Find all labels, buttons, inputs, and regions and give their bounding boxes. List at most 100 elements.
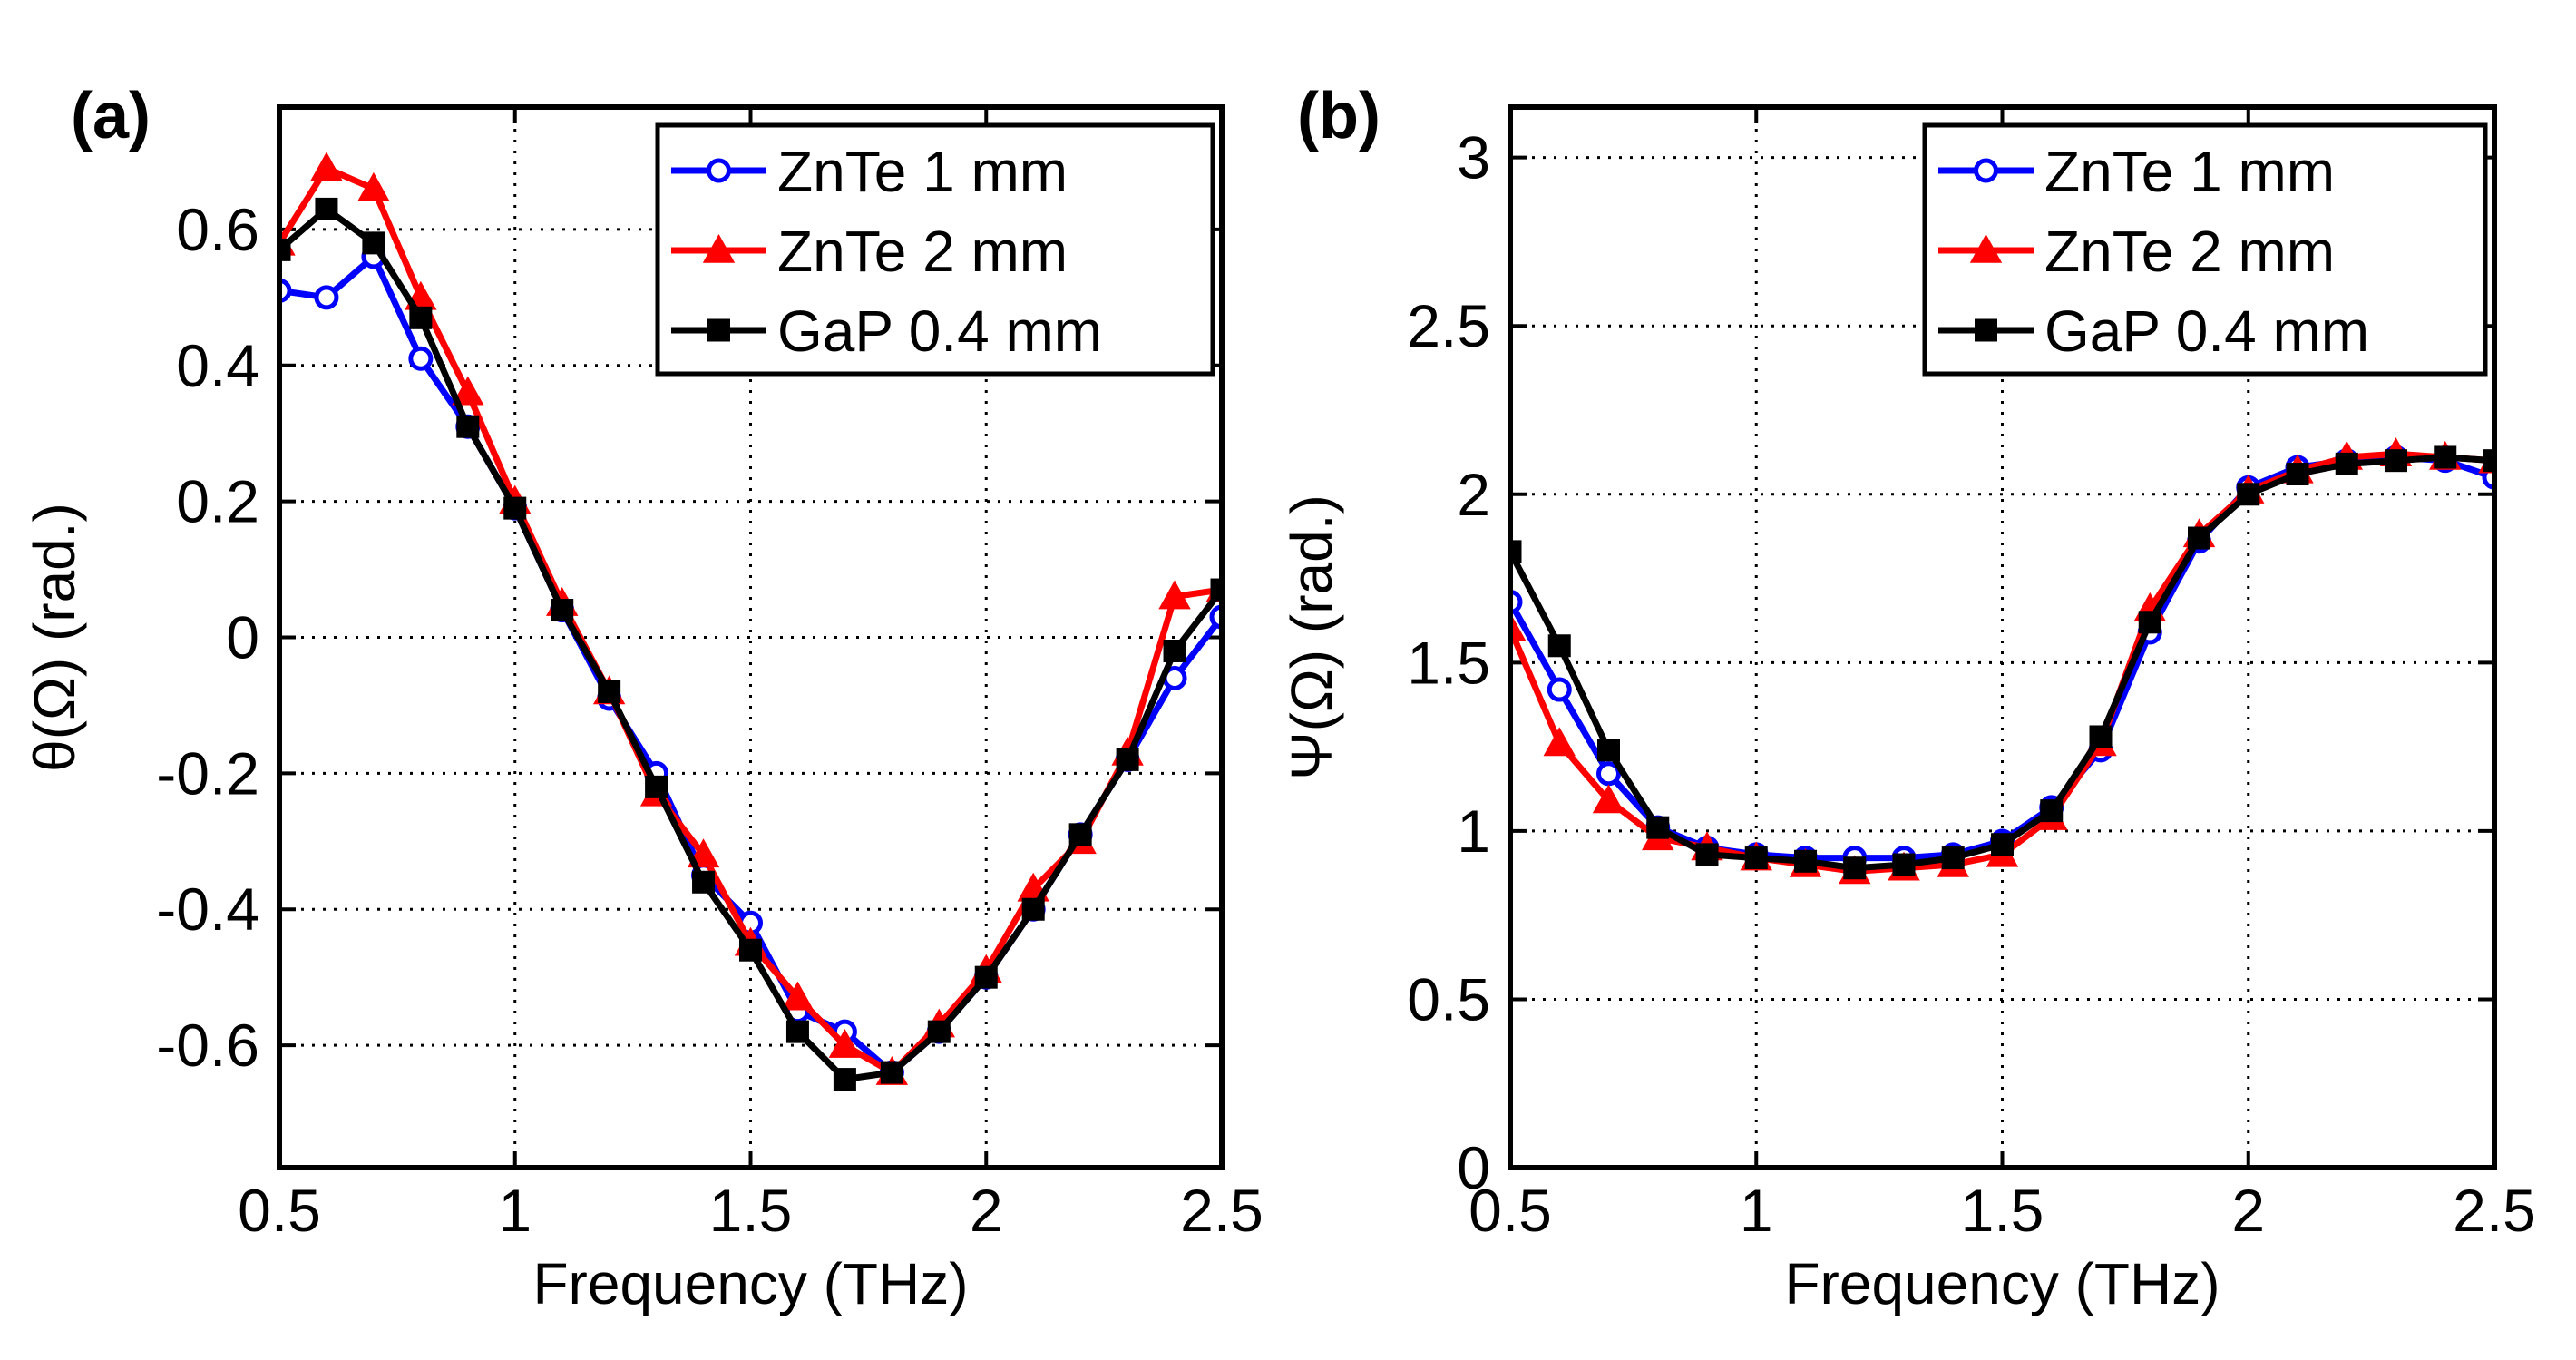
panel-a-xtick-label-1: 1: [498, 1177, 532, 1244]
panel-a-ytick-label-0: -0.6: [156, 1012, 259, 1079]
panel-b-xtick-label-2: 1.5: [1961, 1177, 2044, 1244]
panel-a-xtick-label-0: 0.5: [238, 1177, 321, 1244]
panel-b-series-2-point-20: [2483, 449, 2494, 473]
panel-a-legend-marker-2: [707, 318, 730, 342]
panel-a-series-0-point-3: [408, 346, 434, 371]
panel-b-series-0-point-1: [1547, 677, 1572, 702]
panel-b-xtick-label-4: 2.5: [2453, 1177, 2536, 1244]
panel-a-series-2-point-15: [974, 965, 998, 989]
panel-a-legend-label-1: ZnTe 2 mm: [777, 219, 1068, 284]
panel-a-ytick-label-3: 0: [226, 604, 259, 671]
panel-b-series-0-point-2: [1596, 761, 1621, 787]
panel-b-ytick-label-3: 1.5: [1407, 629, 1490, 696]
panel-a-ylabel: θ(Ω) (rad.): [22, 503, 87, 772]
panel-a-series-1-point-12: [828, 1029, 862, 1058]
panel-b-series-1-point-1: [1543, 727, 1576, 757]
panel-a-series-1-point-11: [781, 981, 815, 1011]
panel-b-series-line-0: [1510, 454, 2494, 862]
panel-a-series-2-point-14: [927, 1020, 951, 1043]
panel-a-xtick-label-4: 2.5: [1180, 1177, 1264, 1244]
panel-a-ytick-label-6: 0.6: [176, 196, 259, 263]
panel-b-axes-box: [1508, 104, 2497, 1170]
panel-a-series-2-point-20: [1210, 578, 1222, 602]
panel-b-series-2-point-18: [2385, 449, 2407, 473]
panel-b-ylabel: Ψ(Ω) (rad.): [1279, 494, 1344, 780]
panel-a-xlabel: Frequency (THz): [532, 1251, 968, 1316]
panel-a-series-2-point-12: [833, 1068, 856, 1091]
panel-a-legend: ZnTe 1 mm ZnTe 2 mm GaP 0.4 mm: [655, 122, 1215, 377]
panel-b-series-2-point-14: [2188, 526, 2210, 550]
panel-a-xtick-label-3: 2: [970, 1177, 1003, 1244]
panel-a-series-2-point-19: [1163, 639, 1186, 662]
panel-b-series-2-point-13: [2138, 611, 2161, 634]
panel-b-ytick-label-0: 0: [1457, 1134, 1490, 1201]
panel-b-series-2-point-10: [1991, 833, 2014, 856]
panel-a-series-2-point-16: [1021, 897, 1045, 921]
panel-b-ytick-label-5: 2.5: [1407, 292, 1490, 359]
panel-b-series-2-point-16: [2286, 463, 2309, 486]
panel-a-ytick-label-5: 0.4: [176, 332, 259, 399]
panel-a-xtick-label-2: 1.5: [709, 1177, 793, 1244]
panel-a-series-2-point-5: [503, 496, 527, 520]
panel-a-series-2-point-0: [279, 238, 291, 261]
panel-b-series-2-point-15: [2237, 483, 2260, 506]
panel-b-legend-label-2: GaP 0.4 mm: [2044, 298, 2369, 364]
panel-b-panel-label: (b): [1297, 80, 1381, 152]
panel-a-series-2-point-4: [456, 415, 480, 438]
panel-b-legend-marker-2: [1975, 318, 1997, 342]
panel-a-series-2-point-2: [362, 231, 385, 255]
panel-a-series-2-point-17: [1068, 823, 1092, 846]
panel-b-xtick-label-3: 2: [2231, 1177, 2265, 1244]
panel-b-ytick-label-1: 0.5: [1407, 965, 1490, 1032]
panel-b-ytick-label-4: 2: [1457, 461, 1490, 528]
panel-b-series-2-point-7: [1843, 856, 1867, 880]
panel-a-panel-label: (a): [71, 80, 151, 152]
panel-b-ytick-label-6: 3: [1457, 124, 1490, 191]
panel-a-series-2-point-13: [880, 1061, 903, 1084]
panel-a-series-2-point-10: [739, 938, 762, 962]
panel-a-legend-label-2: GaP 0.4 mm: [777, 298, 1102, 364]
panel-b-xlabel: Frequency (THz): [1784, 1251, 2220, 1316]
panel-a-legend-marker-0: [707, 158, 731, 183]
panel-a-series-2-point-3: [409, 306, 433, 329]
panel-a-axes-box: [277, 104, 1225, 1170]
panel-a-series-2-point-7: [598, 680, 621, 703]
panel-a-series-2-point-18: [1116, 748, 1139, 771]
panel-a-series-2-point-11: [785, 1020, 809, 1043]
panel-b-xtick-label-0: 0.5: [1469, 1177, 1552, 1244]
panel-b-series-2-point-1: [1547, 634, 1571, 658]
panel-b-series-2-point-4: [1695, 843, 1719, 866]
panel-a-series-1-point-2: [357, 171, 390, 201]
panel-b-legend: ZnTe 1 mm ZnTe 2 mm GaP 0.4 mm: [1922, 122, 2488, 377]
panel-a: 0.5 1 1.5 2 2.5 -0.6 -0.4 -0.2 0 0.2 0.4 0.6 Frequen…: [22, 80, 1264, 1316]
panel-a-series-2-point-6: [551, 599, 574, 622]
panel-b-ytick-label-2: 1: [1457, 797, 1490, 865]
panel-b-series-2-point-3: [1646, 816, 1670, 839]
panel-a-ytick-label-2: -0.2: [156, 739, 259, 807]
panel-a-series-1-point-9: [687, 838, 720, 868]
panel-b-series-2-point-11: [2040, 799, 2064, 823]
panel-a-ytick-label-1: -0.4: [156, 876, 259, 943]
panel-a-series-2-point-8: [645, 775, 668, 798]
panel-a-series-2: [279, 197, 1222, 1091]
panel-b-series-2-point-19: [2434, 445, 2457, 469]
panel-a-legend-marker-1: [702, 233, 736, 263]
panel-b-series-2-point-17: [2335, 452, 2358, 475]
panel-b-series-2-point-0: [1510, 540, 1522, 563]
panel-b-legend-label-1: ZnTe 2 mm: [2044, 219, 2335, 284]
panel-a-series-0-point-1: [314, 285, 339, 310]
panel-b-legend-marker-1: [1969, 233, 2003, 263]
panel-b-series-2-point-9: [1941, 846, 1965, 870]
panel-b-legend-label-0: ZnTe 1 mm: [2044, 139, 2335, 204]
panel-a-series-2-point-9: [692, 870, 716, 894]
panel-b-legend-marker-0: [1974, 158, 1998, 183]
panel-a-series-2-point-1: [315, 197, 338, 220]
panel-b-series-2-point-2: [1597, 739, 1620, 762]
panel-b-series-2: [1510, 445, 2494, 880]
panel-b-series-2-point-6: [1794, 849, 1817, 873]
panel-b-series-2-point-5: [1744, 846, 1768, 870]
panel-b-series-1-point-0: [1510, 612, 1527, 642]
